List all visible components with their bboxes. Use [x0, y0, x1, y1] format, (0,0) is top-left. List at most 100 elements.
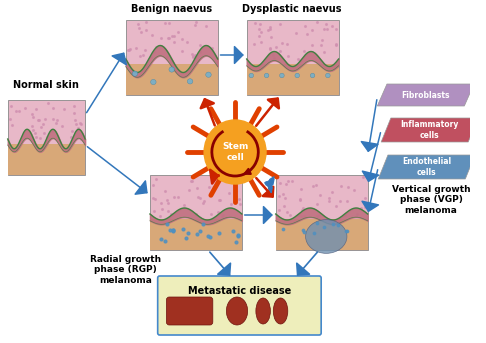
Point: [215, 230, 223, 236]
Point: [219, 213, 227, 218]
Point: [286, 212, 294, 218]
Point: [266, 27, 274, 32]
Point: [191, 52, 199, 58]
Point: [188, 179, 196, 184]
Point: [301, 23, 309, 29]
Point: [44, 100, 52, 106]
Polygon shape: [381, 118, 478, 142]
Point: [152, 177, 159, 182]
Point: [325, 198, 333, 203]
Point: [332, 42, 340, 47]
Point: [194, 194, 202, 199]
Point: [136, 53, 144, 59]
Point: [322, 21, 330, 26]
Point: [37, 124, 45, 130]
Point: [191, 23, 199, 28]
Point: [157, 36, 165, 41]
Point: [210, 184, 218, 189]
Point: [216, 197, 224, 202]
Point: [236, 201, 243, 207]
Ellipse shape: [295, 73, 299, 78]
Point: [266, 46, 274, 52]
Point: [192, 211, 200, 216]
Point: [192, 20, 200, 25]
Point: [165, 35, 173, 40]
Point: [266, 24, 274, 30]
Ellipse shape: [187, 79, 193, 84]
Point: [315, 212, 323, 218]
Point: [163, 197, 171, 203]
Point: [77, 136, 85, 141]
Point: [300, 229, 308, 235]
Point: [161, 20, 169, 26]
Point: [214, 209, 222, 214]
Text: Normal skin: Normal skin: [14, 80, 79, 90]
Point: [332, 203, 340, 209]
Point: [300, 48, 308, 54]
Point: [166, 227, 174, 233]
Point: [157, 200, 165, 205]
Point: [313, 20, 321, 25]
Point: [28, 111, 35, 117]
Text: Fibroblasts: Fibroblasts: [401, 91, 450, 99]
Ellipse shape: [264, 73, 269, 78]
Point: [126, 46, 134, 51]
Point: [40, 130, 48, 135]
Point: [7, 103, 15, 109]
Point: [332, 42, 340, 47]
Point: [156, 213, 164, 218]
FancyBboxPatch shape: [276, 219, 367, 250]
Point: [308, 28, 316, 33]
Point: [206, 235, 214, 240]
Point: [161, 188, 169, 194]
Point: [21, 105, 29, 111]
Circle shape: [204, 120, 266, 184]
Point: [215, 197, 223, 203]
Point: [232, 239, 240, 245]
Point: [235, 233, 243, 238]
Point: [316, 192, 324, 197]
Point: [125, 48, 133, 53]
Point: [141, 48, 149, 53]
Point: [187, 178, 195, 184]
Text: Inflammatory
cells: Inflammatory cells: [400, 120, 459, 140]
Point: [199, 200, 207, 205]
FancyBboxPatch shape: [126, 20, 218, 95]
Point: [255, 33, 263, 39]
Text: Radial growth
phase (RGP)
melanoma: Radial growth phase (RGP) melanoma: [90, 255, 161, 285]
Point: [169, 227, 177, 233]
Point: [207, 211, 215, 216]
Ellipse shape: [249, 73, 254, 78]
Point: [196, 228, 204, 234]
Point: [169, 228, 177, 234]
Text: Endothelial
cells: Endothelial cells: [402, 157, 451, 177]
Ellipse shape: [273, 298, 288, 324]
FancyBboxPatch shape: [247, 64, 339, 95]
Point: [276, 207, 283, 213]
Point: [189, 53, 197, 59]
Point: [296, 197, 304, 203]
Point: [29, 123, 36, 129]
Point: [313, 201, 321, 206]
Point: [196, 195, 204, 200]
Point: [234, 232, 242, 237]
Point: [161, 238, 169, 243]
Point: [343, 198, 351, 203]
Point: [35, 117, 43, 122]
Point: [329, 189, 336, 195]
Point: [320, 49, 328, 55]
FancyBboxPatch shape: [8, 144, 85, 175]
Point: [49, 106, 57, 111]
Point: [205, 184, 212, 190]
Point: [178, 36, 186, 42]
Point: [6, 116, 14, 121]
Point: [303, 32, 311, 37]
Point: [29, 114, 36, 120]
Point: [12, 108, 20, 114]
Point: [257, 39, 265, 44]
Point: [36, 135, 44, 141]
Point: [152, 45, 160, 50]
Point: [137, 30, 145, 35]
Point: [328, 23, 335, 28]
Point: [276, 22, 283, 27]
